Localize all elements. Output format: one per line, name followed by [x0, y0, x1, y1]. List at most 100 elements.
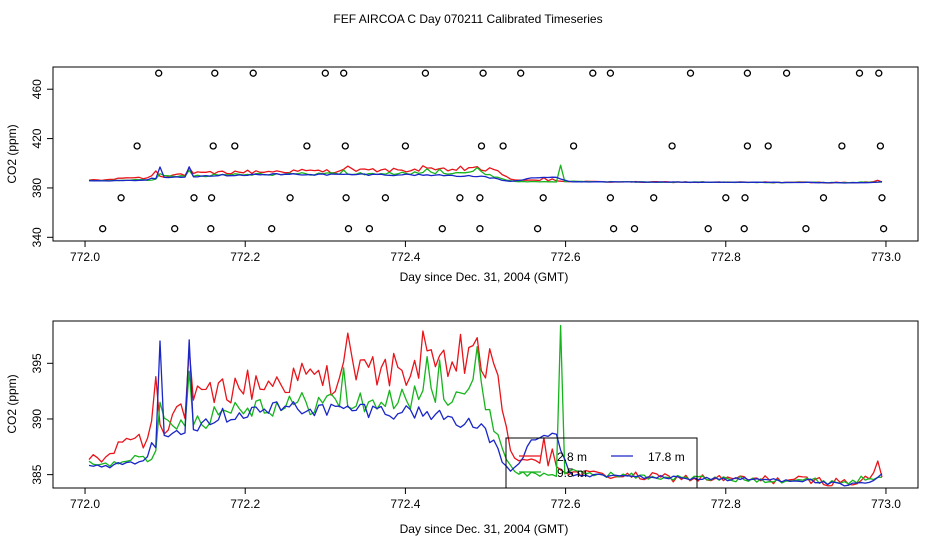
legend-label-2-8m: 2.8 m — [557, 450, 587, 464]
y-tick-label: 390 — [30, 409, 44, 429]
series-line-17-8m — [88, 339, 883, 487]
data-point — [499, 142, 507, 150]
data-point — [740, 225, 748, 233]
x-tick-label: 772.8 — [711, 250, 741, 264]
upper-y-axis: 340 380 420 460 — [30, 79, 54, 247]
data-point — [875, 69, 883, 77]
data-point — [802, 225, 810, 233]
data-point — [133, 142, 141, 150]
lower-y-axis-label: CO2 (ppm) — [5, 374, 19, 433]
data-point — [342, 194, 350, 202]
page-title: FEF AIRCOA C Day 070211 Calibrated Times… — [333, 12, 602, 26]
data-point — [340, 69, 348, 77]
x-tick-label: 772.0 — [70, 250, 100, 264]
data-point — [539, 194, 547, 202]
data-point — [476, 225, 484, 233]
data-point — [879, 225, 888, 233]
data-point — [533, 225, 542, 233]
x-tick-label: 772.4 — [390, 250, 420, 264]
upper-panel: 772.0 772.2 772.4 772.6 772.8 773.0 340 380 420… — [5, 66, 919, 284]
data-point — [609, 225, 618, 233]
data-point — [476, 194, 484, 202]
data-point — [606, 69, 615, 77]
data-point — [341, 142, 349, 150]
data-point — [401, 142, 410, 150]
data-point — [99, 225, 107, 233]
x-tick-label: 772.6 — [551, 497, 581, 511]
data-point — [190, 194, 198, 202]
data-point — [878, 194, 886, 202]
data-point — [838, 142, 846, 150]
x-tick-label: 772.2 — [230, 250, 260, 264]
y-tick-label: 460 — [30, 79, 44, 99]
data-point — [668, 142, 676, 150]
data-point — [704, 225, 712, 233]
y-tick-label: 380 — [30, 178, 44, 198]
upper-circle-points — [99, 69, 888, 233]
data-point — [722, 194, 730, 202]
data-point — [438, 225, 446, 233]
data-point — [686, 69, 695, 77]
data-point — [855, 69, 864, 77]
lower-series-lines — [88, 324, 883, 487]
data-point — [303, 142, 311, 150]
data-point — [782, 69, 791, 77]
data-point — [268, 225, 276, 233]
series-line-9-5m — [88, 164, 882, 184]
data-point — [743, 142, 752, 150]
lower-plot-frame — [52, 320, 919, 489]
data-point — [743, 69, 752, 77]
data-point — [171, 225, 179, 233]
legend-box — [505, 437, 698, 489]
data-point — [456, 194, 464, 202]
data-point — [344, 225, 353, 233]
x-tick-label: 773.0 — [871, 497, 901, 511]
data-point — [211, 69, 219, 77]
data-point — [819, 194, 828, 202]
data-point — [517, 69, 525, 77]
y-tick-label: 420 — [30, 128, 44, 148]
y-tick-label: 385 — [30, 464, 44, 484]
data-point — [321, 69, 329, 77]
data-point — [741, 194, 749, 202]
data-point — [117, 194, 125, 202]
data-point — [876, 142, 885, 150]
data-point — [421, 69, 430, 77]
data-point — [207, 225, 215, 233]
x-tick-label: 772.0 — [70, 497, 100, 511]
legend-label-9-5m: 9.5 m — [557, 466, 587, 480]
data-point — [209, 142, 217, 150]
data-point — [231, 142, 239, 150]
upper-y-axis-label: CO2 (ppm) — [5, 124, 19, 183]
legend: 2.8 m 9.5 m 17.8 m — [505, 437, 698, 489]
data-point — [286, 194, 294, 202]
data-point — [569, 142, 578, 150]
data-point — [477, 142, 486, 150]
data-point — [365, 225, 374, 233]
upper-x-axis-label: Day since Dec. 31, 2004 (GMT) — [400, 270, 569, 284]
data-point — [207, 194, 216, 202]
data-point — [589, 69, 597, 77]
data-point — [606, 194, 615, 202]
x-tick-label: 772.6 — [551, 250, 581, 264]
data-point — [479, 69, 487, 77]
data-point — [630, 225, 639, 233]
x-tick-label: 772.8 — [711, 497, 741, 511]
series-line-9-5m — [88, 324, 883, 486]
data-point — [764, 142, 772, 150]
upper-x-axis: 772.0 772.2 772.4 772.6 772.8 773.0 — [70, 240, 901, 264]
y-tick-label: 395 — [30, 353, 44, 373]
legend-label-17-8m: 17.8 m — [648, 450, 685, 464]
lower-y-axis: 385 390 395 — [30, 353, 54, 485]
x-tick-label: 772.4 — [390, 497, 420, 511]
lower-x-axis: 772.0 772.2 772.4 772.6 772.8 773.0 — [70, 487, 901, 511]
x-tick-label: 772.2 — [230, 497, 260, 511]
x-tick-label: 773.0 — [871, 250, 901, 264]
lower-x-axis-label: Day since Dec. 31, 2004 (GMT) — [400, 522, 569, 536]
lower-panel: 772.0 772.2 772.4 772.6 772.8 773.0 385 390 395… — [5, 320, 919, 536]
upper-plot-frame — [52, 66, 919, 242]
series-line-17-8m — [88, 166, 883, 184]
data-point — [650, 194, 658, 202]
data-point — [381, 194, 390, 202]
